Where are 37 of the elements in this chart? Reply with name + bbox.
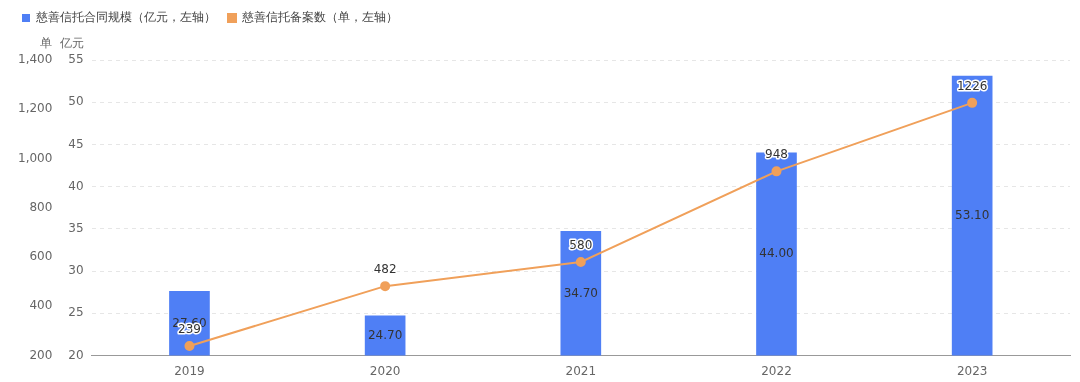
y-tick-label: 1,200	[17, 101, 53, 116]
data-label: 482	[373, 262, 397, 277]
y2-tick-label: 35	[68, 221, 84, 236]
y2-tick-label: 50	[68, 94, 84, 109]
y2-tick-label: 55	[68, 52, 84, 67]
point	[380, 281, 391, 292]
y2-tick-label: 45	[68, 136, 84, 151]
data-label: 948	[765, 147, 788, 162]
y2-tick-label: 30	[68, 263, 84, 278]
y-tick-label: 200	[29, 347, 53, 362]
y-tick-label: 1,400	[17, 52, 53, 67]
data-label: 24.70	[367, 327, 403, 342]
legend-label: 慈善信托备案数（单，左轴）	[241, 10, 398, 25]
data-label: 580	[569, 238, 593, 253]
y2-tick-label: 40	[68, 178, 84, 193]
x-tick-label: 2022	[761, 363, 792, 378]
point	[184, 340, 195, 351]
data-label: 44.00	[759, 246, 794, 261]
y-tick-label: 1,000	[17, 150, 53, 165]
x-tick-label: 2019	[174, 363, 205, 378]
data-label: 34.70	[563, 285, 598, 300]
y-axis-title: 单	[40, 36, 53, 51]
point	[771, 166, 782, 177]
point	[967, 97, 978, 108]
data-label: 53.10	[954, 207, 990, 222]
y-tick-label: 400	[29, 298, 53, 313]
x-tick-label: 2023	[956, 363, 988, 378]
y-tick-label: 600	[29, 249, 53, 264]
x-tick-label: 2020	[369, 363, 401, 378]
y2-tick-label: 25	[68, 305, 84, 320]
point	[575, 256, 586, 267]
y2-tick-label: 20	[68, 347, 84, 362]
x-tick-label: 2021	[565, 363, 597, 378]
legend-label: 慈善信托合同规模（亿元，左轴）	[35, 10, 216, 25]
y-tick-label: 800	[29, 199, 53, 214]
y2-axis-title: 亿元	[58, 36, 84, 51]
data-label: 1226	[956, 78, 988, 93]
